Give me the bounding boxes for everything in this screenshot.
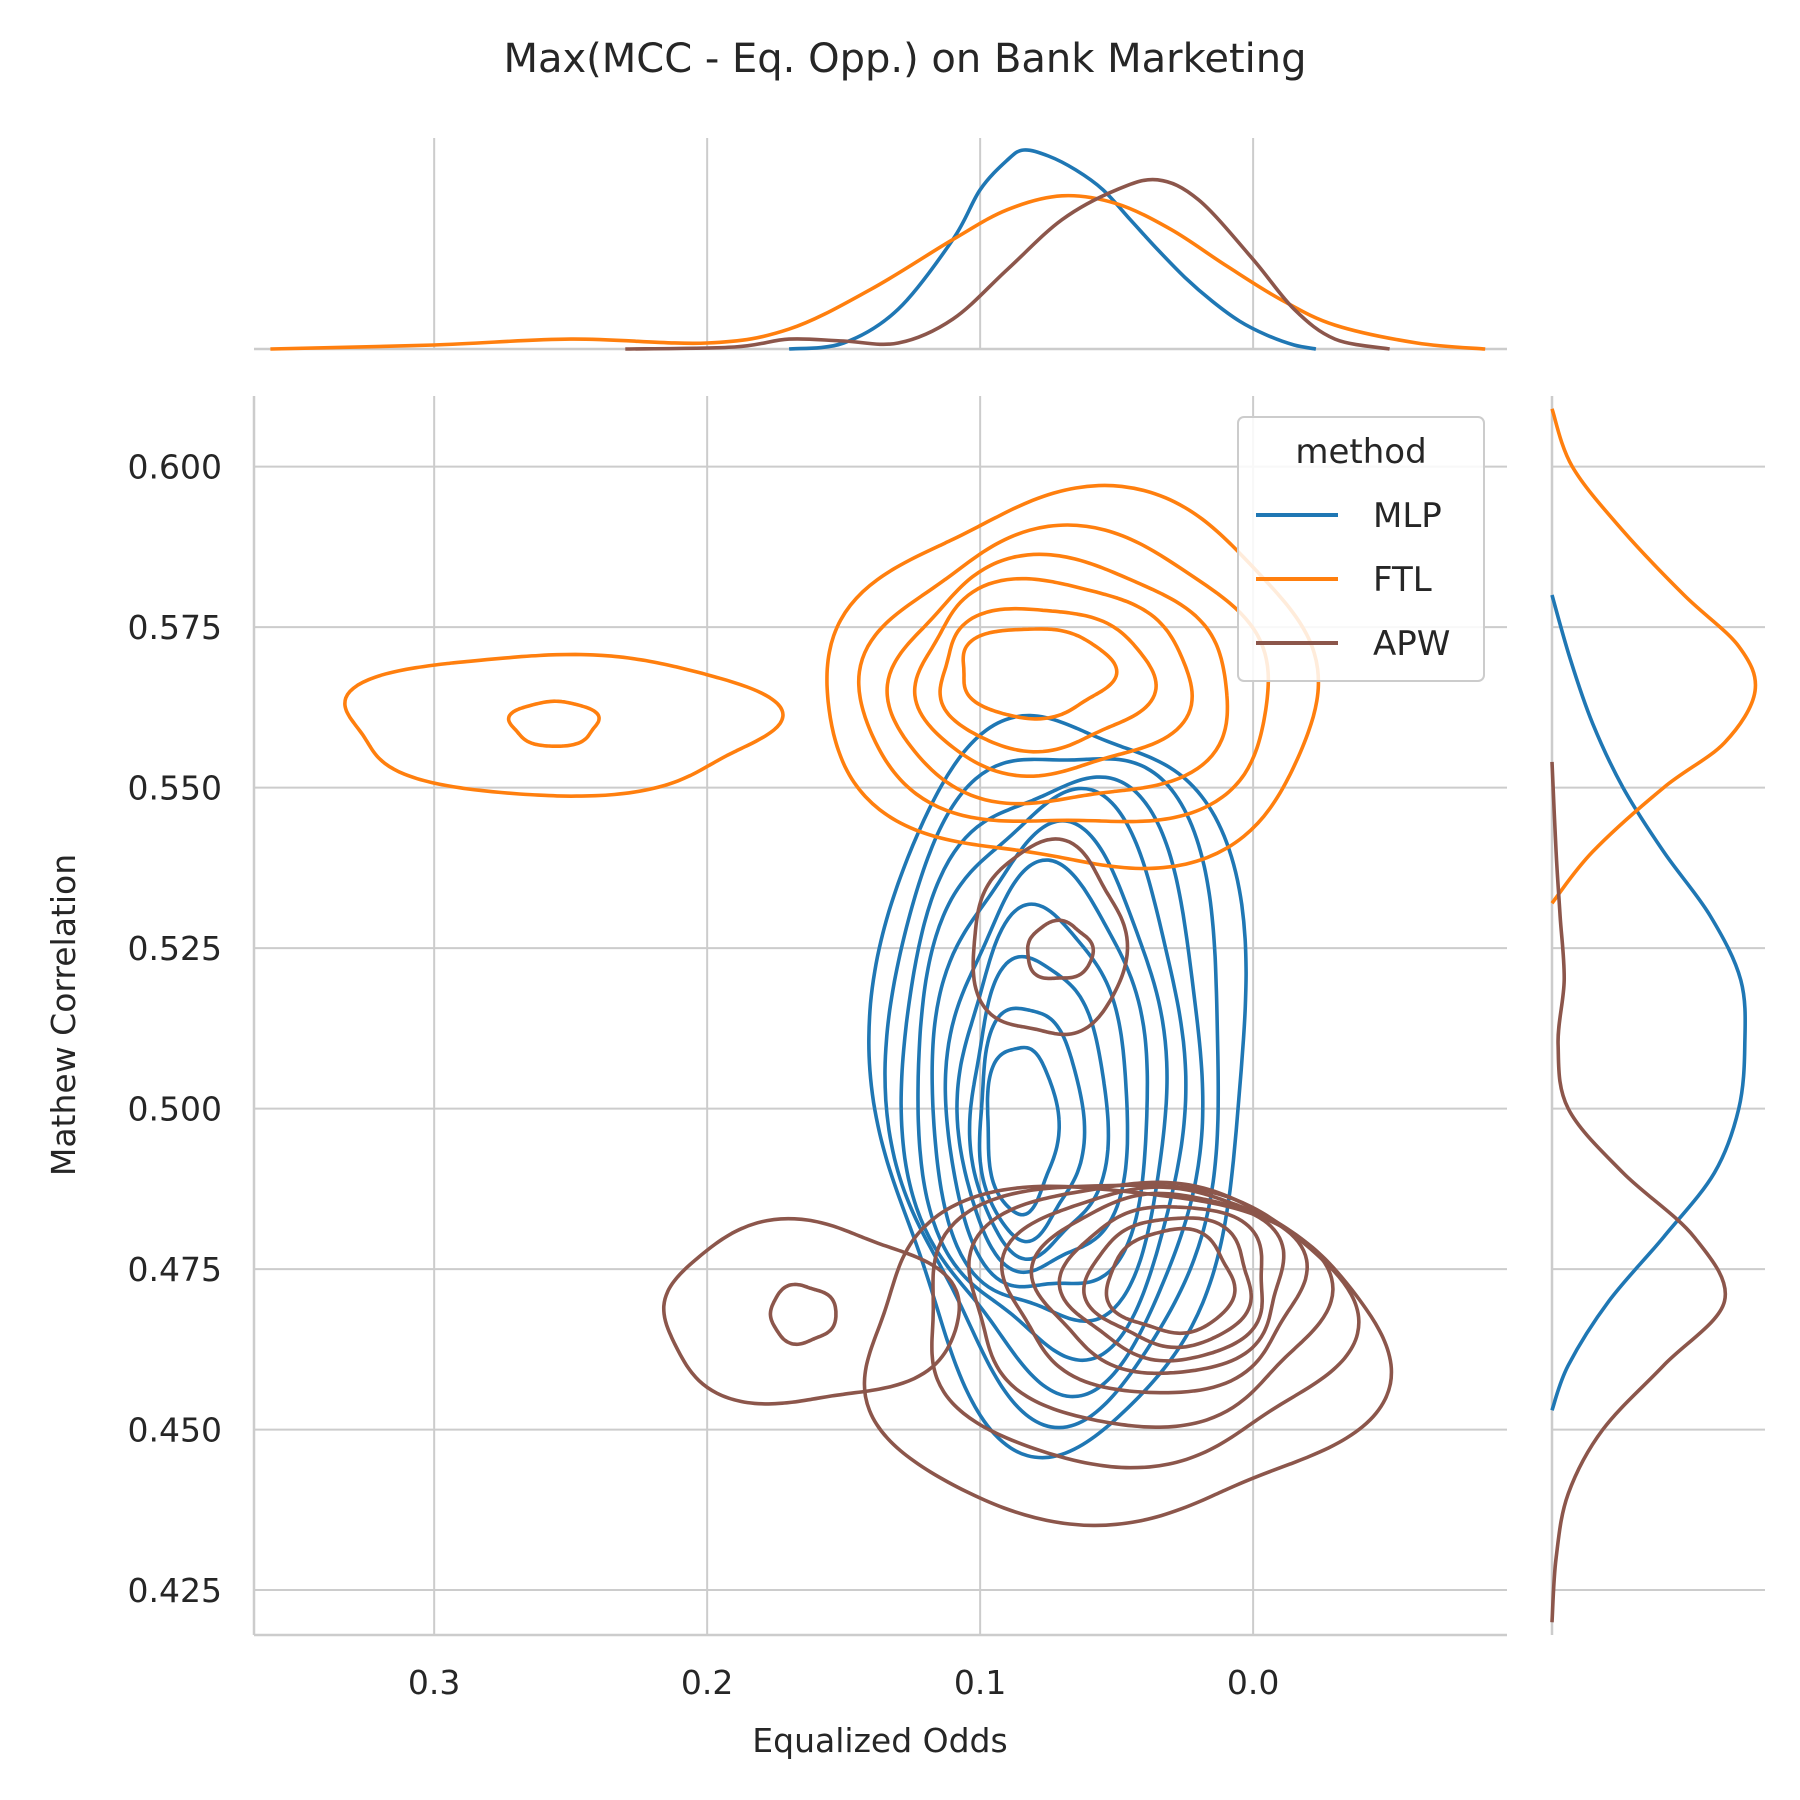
contour-ftl xyxy=(912,576,1194,779)
contour-ftl xyxy=(938,606,1158,754)
contour-apw xyxy=(1104,1226,1237,1336)
y-tick-label: 0.425 xyxy=(128,1571,222,1610)
y-tick-labels: 0.425 0.450 0.475 0.500 0.525 0.550 0.575 0.600 xyxy=(128,448,222,1610)
top-kde-mlp xyxy=(788,148,1317,351)
contour-apw xyxy=(967,1180,1335,1429)
right-marginal-curves xyxy=(1550,408,1758,1623)
top-kde-apw xyxy=(625,177,1390,351)
contour-mlp xyxy=(899,775,1205,1399)
x-axis-label: Equalized Odds xyxy=(752,1721,1007,1760)
y-tick-label: 0.500 xyxy=(128,1090,222,1129)
contour-mlp xyxy=(883,756,1221,1430)
contour-mlp xyxy=(867,713,1248,1460)
legend-label: FTL xyxy=(1373,560,1432,600)
x-tick-label: 0.0 xyxy=(1227,1663,1279,1702)
x-tick-label: 0.1 xyxy=(954,1663,1006,1702)
y-tick-label: 0.600 xyxy=(128,448,222,487)
contour-mlp xyxy=(930,818,1169,1323)
contour-apw xyxy=(1029,1191,1286,1376)
legend-entry-ftl: FTL xyxy=(1256,560,1432,600)
top-kde-ftl xyxy=(270,193,1486,351)
contour-layer xyxy=(343,483,1394,1528)
contour-apw xyxy=(768,1282,838,1347)
top-marginal-grid xyxy=(433,138,1255,349)
legend-entry-mlp: MLP xyxy=(1256,496,1442,536)
contour-ftl xyxy=(343,652,785,798)
contour-mlp xyxy=(916,786,1188,1363)
legend: method MLP FTL APW xyxy=(1237,416,1485,682)
contour-apw xyxy=(661,1216,962,1406)
contour-group-ftl xyxy=(343,483,1321,871)
contour-group-mlp xyxy=(867,713,1248,1460)
x-tick-label: 0.2 xyxy=(681,1663,733,1702)
x-tick-label: 0.3 xyxy=(408,1663,460,1702)
contour-mlp xyxy=(943,858,1150,1289)
y-tick-label: 0.475 xyxy=(128,1250,222,1289)
y-tick-label: 0.525 xyxy=(128,929,222,968)
right-kde-apw xyxy=(1550,761,1728,1623)
contour-mlp xyxy=(967,954,1111,1262)
right-kde-ftl xyxy=(1550,408,1758,905)
y-tick-label: 0.575 xyxy=(128,608,222,647)
contour-ftl xyxy=(885,552,1230,806)
legend-entry-apw: APW xyxy=(1256,624,1450,664)
contour-apw xyxy=(1082,1216,1254,1350)
contour-mlp xyxy=(955,902,1130,1275)
right-kde-mlp xyxy=(1550,594,1748,1411)
legend-label: APW xyxy=(1373,624,1450,664)
contour-apw xyxy=(1057,1204,1264,1363)
contour-mlp xyxy=(977,1006,1087,1244)
legend-label: MLP xyxy=(1373,496,1442,536)
contour-ftl xyxy=(506,699,601,749)
right-marginal-grid xyxy=(1552,465,1765,1592)
y-tick-label: 0.550 xyxy=(128,769,222,808)
contour-apw xyxy=(999,1185,1309,1395)
y-axis-label: Mathew Correlation xyxy=(44,854,83,1176)
contour-apw xyxy=(1025,918,1096,981)
joint-panel: 0.3 0.2 0.1 0.0 0.4250.4500.4750.5000.5250.… xyxy=(128,396,1507,1702)
legend-frame xyxy=(1237,416,1485,682)
contour-ftl xyxy=(961,627,1119,721)
top-marginal-panel xyxy=(254,138,1507,351)
contour-apw xyxy=(971,837,1130,1037)
y-tick-label: 0.450 xyxy=(128,1411,222,1450)
contour-apw xyxy=(862,1184,1394,1528)
chart-title: Max(MCC - Eq. Opp.) on Bank Marketing xyxy=(503,36,1306,82)
right-marginal-panel xyxy=(1550,396,1765,1635)
x-tick-labels: 0.3 0.2 0.1 0.0 xyxy=(408,1663,1279,1702)
top-marginal-curves xyxy=(270,148,1486,351)
contour-mlp xyxy=(985,1045,1061,1217)
contour-ftl xyxy=(825,483,1321,871)
legend-entries: MLP FTL APW xyxy=(1256,496,1450,664)
legend-title: method xyxy=(1295,432,1426,472)
contour-group-apw xyxy=(661,837,1394,1528)
contour-apw xyxy=(930,1183,1361,1470)
contour-ftl xyxy=(856,523,1271,824)
